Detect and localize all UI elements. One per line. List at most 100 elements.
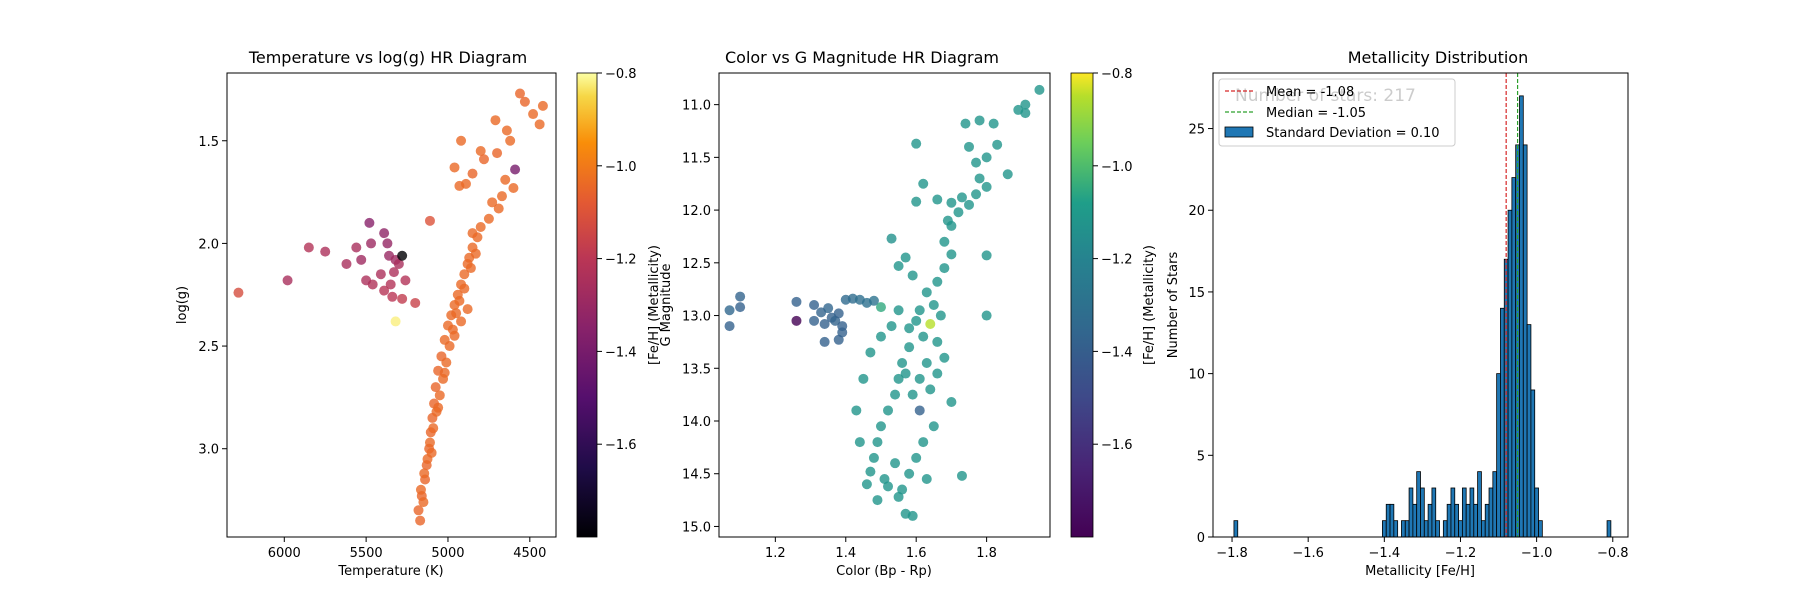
panel1-y-tick-label: 1.5 xyxy=(198,135,219,150)
colorbar1-tick-label: −1.0 xyxy=(605,160,637,175)
histogram-bar xyxy=(1511,177,1517,538)
star-point xyxy=(932,336,943,347)
star-point xyxy=(886,321,897,332)
star-point xyxy=(837,327,848,338)
histogram-bar xyxy=(1385,503,1391,538)
star-point xyxy=(456,316,467,327)
star-point xyxy=(419,468,430,479)
panel2-xlabel: Color (Bp - Rp) xyxy=(836,564,932,579)
colorbar2-tick-label: −1.6 xyxy=(1101,438,1133,453)
star-point xyxy=(833,308,844,319)
star-point xyxy=(413,505,424,516)
panel2-x-tick-label: 1.8 xyxy=(976,546,997,561)
histogram-bar xyxy=(1496,373,1501,538)
star-point xyxy=(911,196,922,207)
star-point xyxy=(1020,108,1031,119)
panel3-axes-frame xyxy=(1212,72,1629,538)
panel1-x-tick-label: 5000 xyxy=(431,546,464,561)
histogram-bar xyxy=(1606,520,1612,538)
star-point xyxy=(854,437,865,448)
star-point xyxy=(528,109,539,120)
star-point xyxy=(514,88,525,99)
star-point xyxy=(914,405,925,416)
panel2-x-tick-label: 1.4 xyxy=(835,546,856,561)
histogram-bar xyxy=(1519,95,1524,538)
star-point xyxy=(430,382,441,393)
histogram-bar xyxy=(1500,307,1505,538)
star-point xyxy=(791,296,802,307)
star-point xyxy=(907,510,918,521)
star-point xyxy=(953,207,964,218)
panel2-y-tick-label: 12.0 xyxy=(682,204,711,219)
panel2-colorbar-label: [Fe/H] (Metallicity) xyxy=(1142,245,1157,365)
panel3-x-tick-label: −1.0 xyxy=(1521,546,1553,561)
panel1-colorbar xyxy=(577,73,597,537)
panel2-y-tick-label: 13.5 xyxy=(682,362,711,377)
star-point xyxy=(883,405,894,416)
star-point xyxy=(462,304,473,315)
panel1-y-tick-label: 2.5 xyxy=(198,340,219,355)
star-point xyxy=(483,213,494,224)
star-point xyxy=(851,405,862,416)
star-point xyxy=(925,384,936,395)
legend-std-swatch xyxy=(1224,126,1254,138)
histogram-bar xyxy=(1481,520,1486,538)
star-point xyxy=(960,118,971,129)
star-point xyxy=(724,305,735,316)
star-point xyxy=(233,287,244,298)
panel1-ylabel: log(g) xyxy=(175,286,190,324)
star-point xyxy=(400,275,411,286)
panel1-title: Temperature vs log(g) HR Diagram xyxy=(248,48,527,67)
histogram-bar xyxy=(1507,209,1513,538)
star-point xyxy=(387,291,398,302)
star-point xyxy=(886,233,897,244)
star-point xyxy=(434,390,445,401)
panel1-colorbar-ticks: −0.8 −1.0 −1.2 −1.4 −1.6 xyxy=(597,67,637,453)
stars-count-annotation: Number of stars: 217 xyxy=(1235,86,1416,106)
star-point xyxy=(939,263,950,274)
star-point xyxy=(424,437,435,448)
legend-std-label: Standard Deviation = 0.10 xyxy=(1266,126,1440,141)
star-point xyxy=(500,174,511,185)
histogram-bar xyxy=(1408,487,1414,538)
star-point xyxy=(939,352,950,363)
star-point xyxy=(900,368,911,379)
star-point xyxy=(490,115,501,126)
star-point xyxy=(865,347,876,358)
histogram-bar xyxy=(1427,503,1433,538)
star-point xyxy=(875,302,886,313)
star-point xyxy=(890,458,901,469)
star-point xyxy=(964,199,975,210)
panel2-x-tick-label: 1.2 xyxy=(765,546,786,561)
panel3-xlabel: Metallicity [Fe/H] xyxy=(1365,564,1475,579)
star-point xyxy=(907,389,918,400)
star-point xyxy=(397,293,408,304)
panel1-colorbar-overlay-label: G Magnitude xyxy=(659,263,674,346)
star-point xyxy=(872,437,883,448)
star-point xyxy=(379,228,390,239)
panel-metallicity-distribution: Metallicity Distribution −1.8 −1.6 −1.4 −1.… xyxy=(1166,48,1629,579)
star-point xyxy=(415,515,426,526)
panel3-reference-lines xyxy=(1505,73,1519,537)
star-point xyxy=(900,252,911,263)
star-point xyxy=(390,316,401,327)
star-point xyxy=(341,258,352,269)
histogram-bar xyxy=(1450,487,1456,538)
star-point xyxy=(444,341,455,352)
histogram-bar xyxy=(1404,520,1410,538)
star-point xyxy=(809,300,820,310)
star-point xyxy=(893,305,904,316)
panel1-axes-frame xyxy=(226,72,557,538)
star-point xyxy=(519,96,530,107)
star-point xyxy=(981,181,992,192)
colorbar2-tick-label: −0.8 xyxy=(1101,67,1133,82)
star-point xyxy=(904,468,915,479)
star-point xyxy=(921,358,932,368)
star-point xyxy=(974,173,985,184)
star-point xyxy=(454,295,465,306)
star-point xyxy=(868,295,879,306)
panel2-colorbar-frame xyxy=(1070,72,1094,538)
panel3-y-tick-label: 0 xyxy=(1197,531,1205,546)
histogram-bar xyxy=(1389,503,1395,538)
panel1-ticks: 6000 5500 5000 4500 1.5 2.0 2.5 3.0 xyxy=(198,135,546,561)
